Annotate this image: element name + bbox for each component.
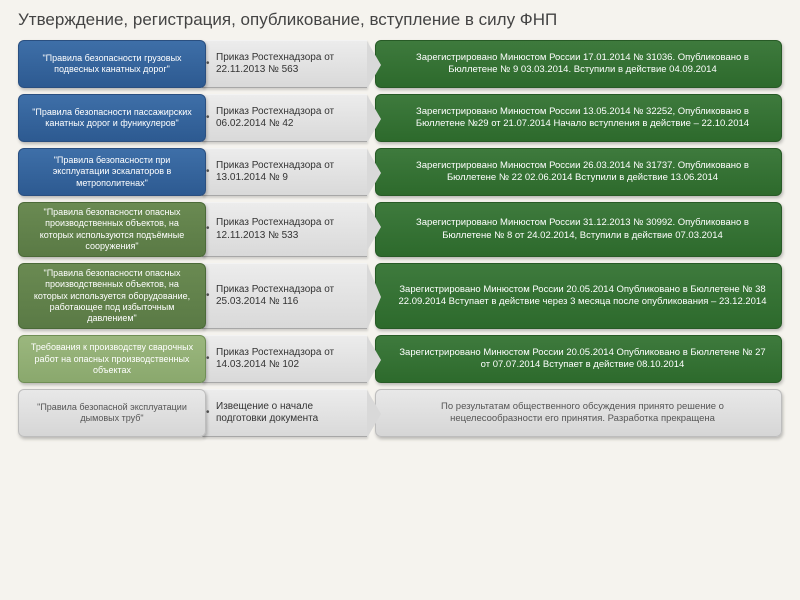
order-box: Извещение о начале подготовки документа bbox=[202, 389, 367, 437]
rule-box: "Правила безопасности опасных производст… bbox=[18, 202, 206, 257]
page-title: Утверждение, регистрация, опубликование,… bbox=[18, 10, 782, 30]
rule-box: "Правила безопасности грузовых подвесных… bbox=[18, 40, 206, 88]
order-box: Приказ Ростехнадзора от 14.03.2014 № 102 bbox=[202, 335, 367, 383]
registration-box: Зарегистрировано Минюстом России 31.12.2… bbox=[375, 202, 782, 257]
registration-box: Зарегистрировано Минюстом России 17.01.2… bbox=[375, 40, 782, 88]
order-box: Приказ Ростехнадзора от 22.11.2013 № 563 bbox=[202, 40, 367, 88]
order-box: Приказ Ростехнадзора от 25.03.2014 № 116 bbox=[202, 263, 367, 329]
process-row: "Правила безопасности при эксплуатации э… bbox=[18, 148, 782, 196]
process-row: Требования к производству сварочных рабо… bbox=[18, 335, 782, 383]
registration-box: Зарегистрировано Минюстом России 26.03.2… bbox=[375, 148, 782, 196]
order-box: Приказ Ростехнадзора от 06.02.2014 № 42 bbox=[202, 94, 367, 142]
process-row: "Правила безопасности грузовых подвесных… bbox=[18, 40, 782, 88]
order-box: Приказ Ростехнадзора от 13.01.2014 № 9 bbox=[202, 148, 367, 196]
registration-box: По результатам общественного обсуждения … bbox=[375, 389, 782, 437]
rule-box: Требования к производству сварочных рабо… bbox=[18, 335, 206, 383]
rule-box: "Правила безопасности при эксплуатации э… bbox=[18, 148, 206, 196]
rows-container: "Правила безопасности грузовых подвесных… bbox=[18, 40, 782, 437]
rule-box: "Правила безопасности опасных производст… bbox=[18, 263, 206, 329]
process-row: "Правила безопасности опасных производст… bbox=[18, 263, 782, 329]
order-box: Приказ Ростехнадзора от 12.11.2013 № 533 bbox=[202, 202, 367, 257]
rule-box: "Правила безопасной эксплуатации дымовых… bbox=[18, 389, 206, 437]
rule-box: "Правила безопасности пассажирских канат… bbox=[18, 94, 206, 142]
registration-box: Зарегистрировано Минюстом России 20.05.2… bbox=[375, 335, 782, 383]
process-row: "Правила безопасности опасных производст… bbox=[18, 202, 782, 257]
process-row: "Правила безопасной эксплуатации дымовых… bbox=[18, 389, 782, 437]
registration-box: Зарегистрировано Минюстом России 20.05.2… bbox=[375, 263, 782, 329]
page: Утверждение, регистрация, опубликование,… bbox=[0, 0, 800, 453]
process-row: "Правила безопасности пассажирских канат… bbox=[18, 94, 782, 142]
registration-box: Зарегистрировано Минюстом России 13.05.2… bbox=[375, 94, 782, 142]
